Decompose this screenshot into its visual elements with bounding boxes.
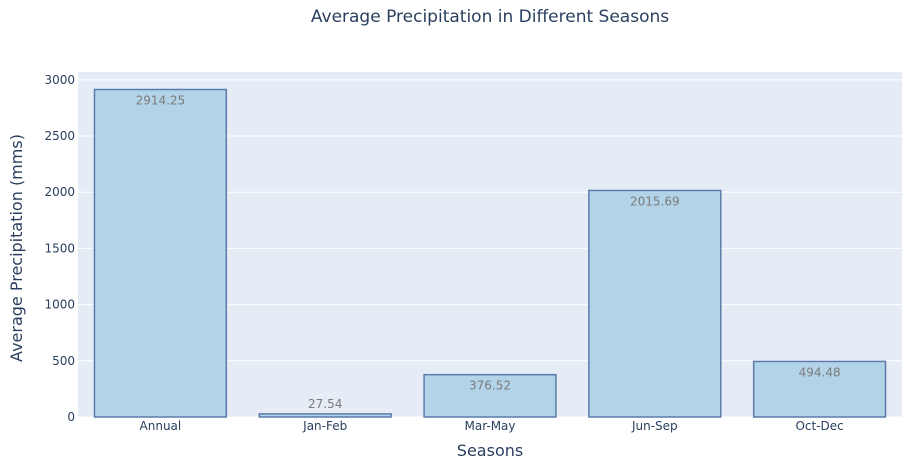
y-axis-title: Average Precipitation (mms)	[7, 134, 26, 362]
y-tick-label: 2500	[44, 129, 75, 143]
x-tick-label: Annual	[140, 419, 182, 433]
y-tick-label: 500	[52, 354, 75, 368]
bar-value-label: 27.54	[308, 397, 342, 411]
y-tick-label: 3000	[44, 73, 75, 87]
chart-title: Average Precipitation in Different Seaso…	[311, 7, 669, 27]
bars: 2914.25 27.54 376.52 2015.69 494.48	[93, 88, 887, 418]
bar-oct-dec	[752, 360, 887, 418]
bar-value-label: 2914.25	[136, 94, 186, 108]
x-tick-label: Mar-May	[464, 419, 515, 433]
bar-annual	[93, 88, 228, 418]
bar-value-label: 494.48	[799, 365, 841, 379]
x-tick-label: Jan-Feb	[302, 419, 347, 433]
bar-value-label: 2015.69	[630, 194, 680, 208]
bar-mar-may	[423, 373, 557, 418]
y-tick-label: 0	[67, 410, 75, 424]
y-axis-ticks: 0 500 1000 1500 2000 2500 3000	[44, 73, 75, 424]
y-tick-label: 1000	[44, 298, 75, 312]
y-tick-label: 2000	[44, 185, 75, 199]
bar-jan-feb	[258, 413, 392, 418]
x-axis-title: Seasons	[457, 441, 523, 460]
x-tick-label: Oct-Dec	[795, 419, 843, 433]
bar-value-label: 376.52	[469, 379, 511, 393]
x-axis-ticks: Annual Jan-Feb Mar-May Jun-Sep Oct-Dec	[140, 419, 844, 433]
x-tick-label: Jun-Sep	[631, 419, 678, 433]
bar-jun-sep	[588, 189, 722, 418]
y-tick-label: 1500	[44, 241, 75, 255]
